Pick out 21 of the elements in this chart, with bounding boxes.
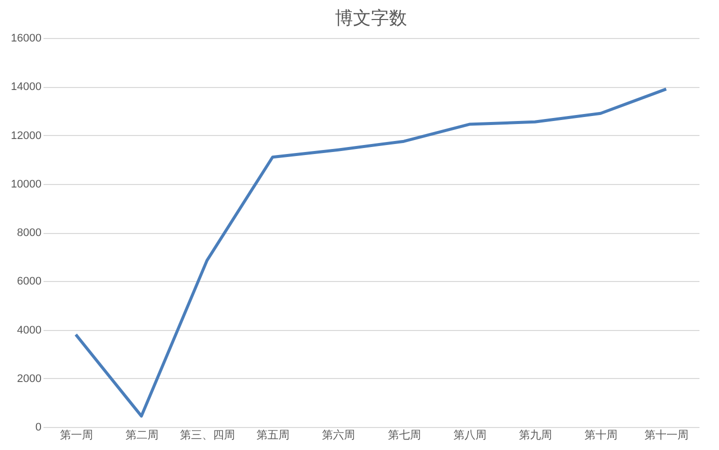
- x-tick-label: 第九周: [519, 428, 552, 442]
- x-tick-label: 第十一周: [644, 428, 689, 442]
- x-tick-label: 第二周: [125, 428, 158, 442]
- x-tick-label: 第五周: [256, 428, 290, 442]
- y-tick-label: 14000: [10, 81, 42, 94]
- y-tick-label: 10000: [10, 178, 42, 190]
- y-tick-label: 8000: [17, 227, 42, 239]
- y-tick-label: 0: [35, 422, 42, 434]
- y-tick-label: 2000: [17, 372, 42, 385]
- y-tick-label: 16000: [10, 32, 42, 44]
- line-series: [74, 88, 668, 418]
- x-tick-label: 第六周: [322, 428, 356, 442]
- x-tick-label: 第三、四周: [180, 428, 235, 442]
- x-tick-label: 第七周: [388, 428, 421, 442]
- y-tick-label: 4000: [17, 324, 42, 336]
- x-tick-label: 第一周: [60, 428, 93, 442]
- y-tick-label: 12000: [10, 130, 42, 142]
- y-tick-label: 6000: [17, 276, 42, 288]
- chart-title: 博文字数: [335, 8, 407, 29]
- x-tick-label: 第八周: [453, 428, 486, 442]
- x-tick-label: 第十周: [584, 428, 618, 442]
